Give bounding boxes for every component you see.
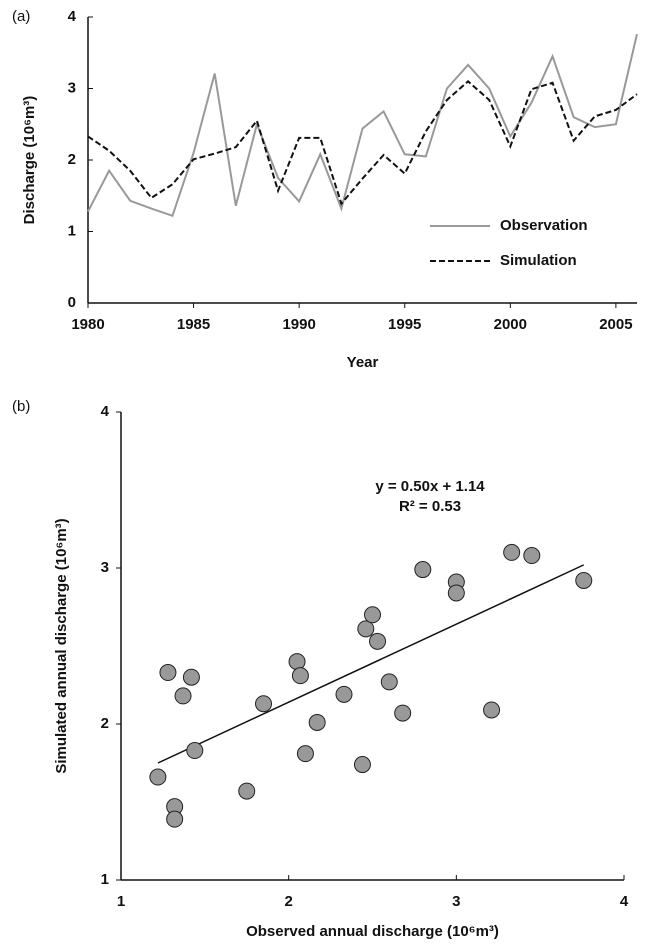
point <box>238 782 256 800</box>
y-axis-title: Simulated annual discharge (10⁶m³) <box>53 518 70 773</box>
x-tick-label: 2005 <box>599 316 632 333</box>
point <box>182 668 200 686</box>
point <box>483 701 501 719</box>
point <box>186 742 204 760</box>
point <box>414 561 432 579</box>
trendline <box>157 564 585 764</box>
point <box>380 673 398 691</box>
y-tick-label: 1 <box>101 871 109 888</box>
point <box>394 704 412 722</box>
x-axis-title: Observed annual discharge (10⁶m³) <box>246 923 499 940</box>
point <box>174 687 192 705</box>
data-line <box>87 80 638 206</box>
point <box>335 685 353 703</box>
point <box>369 632 387 650</box>
point <box>159 664 177 682</box>
x-tick-label: 1 <box>117 893 125 910</box>
point <box>357 620 375 638</box>
x-tick-label: 1990 <box>282 316 315 333</box>
point <box>503 543 521 561</box>
equation: y = 0.50x + 1.14 <box>375 478 485 495</box>
x-tick-label: 2000 <box>494 316 527 333</box>
x-tick-label: 1980 <box>71 316 104 333</box>
y-tick-label: 0 <box>68 294 76 311</box>
x-axis-title: Year <box>347 354 379 371</box>
panel-label: (b) <box>12 398 30 415</box>
point <box>296 745 314 763</box>
point <box>364 606 381 624</box>
x-tick-label: 4 <box>620 893 629 910</box>
y-tick-label: 4 <box>101 403 110 420</box>
point <box>288 653 306 671</box>
y-tick-label: 2 <box>101 715 109 732</box>
point <box>575 571 593 589</box>
legend-label: Observation <box>500 217 588 234</box>
x-tick-label: 1995 <box>388 316 421 333</box>
y-tick-label: 1 <box>68 222 76 239</box>
point <box>149 768 167 786</box>
point <box>255 695 273 713</box>
panel-label: (a) <box>12 8 30 25</box>
x-tick-label: 2 <box>284 893 292 910</box>
point <box>166 810 184 828</box>
x-tick-label: 1985 <box>177 316 210 333</box>
point <box>447 584 465 602</box>
point <box>353 756 371 774</box>
legend-label: Simulation <box>500 252 577 269</box>
point <box>308 713 326 731</box>
y-tick-label: 2 <box>68 151 76 168</box>
y-tick-label: 3 <box>68 79 76 96</box>
data-line <box>87 33 638 218</box>
y-tick-label: 3 <box>101 559 109 576</box>
r-squared: R² = 0.53 <box>399 498 461 515</box>
point <box>291 667 309 685</box>
y-tick-label: 4 <box>68 8 77 25</box>
point <box>523 547 541 565</box>
y-axis-title: Discharge (10⁶m³) <box>21 96 38 225</box>
x-tick-label: 3 <box>452 893 460 910</box>
